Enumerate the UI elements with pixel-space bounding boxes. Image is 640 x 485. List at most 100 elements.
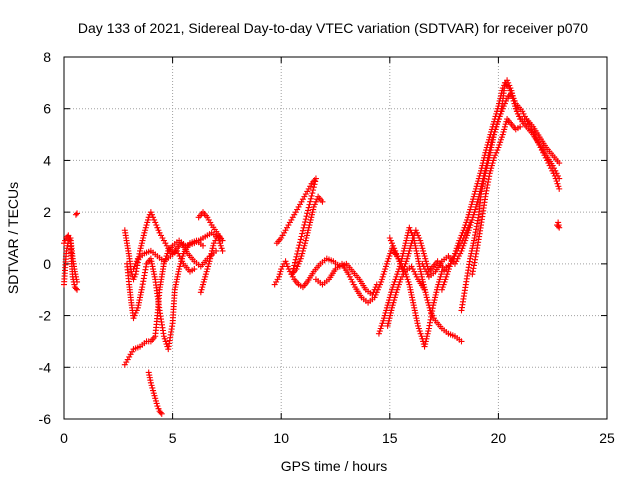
data-point-marker bbox=[387, 291, 394, 298]
data-point-marker bbox=[130, 315, 137, 322]
series-s6 bbox=[123, 237, 207, 353]
data-point-marker bbox=[430, 299, 437, 306]
data-point-marker bbox=[312, 175, 319, 182]
data-point-marker bbox=[412, 271, 419, 278]
data-point-marker bbox=[312, 178, 319, 185]
data-point-marker bbox=[486, 170, 493, 177]
data-point-marker bbox=[279, 263, 286, 270]
data-point-marker bbox=[546, 162, 553, 169]
data-point-marker bbox=[506, 82, 513, 89]
data-point-marker bbox=[277, 268, 284, 275]
data-point-marker bbox=[372, 291, 379, 298]
data-point-marker bbox=[297, 239, 304, 246]
data-point-marker bbox=[500, 103, 507, 110]
data-point-marker bbox=[386, 315, 393, 322]
data-point-marker bbox=[303, 213, 310, 220]
data-point-marker bbox=[497, 110, 504, 117]
data-point-marker bbox=[302, 240, 309, 247]
data-point-marker bbox=[386, 235, 393, 241]
data-point-marker bbox=[397, 276, 404, 283]
data-point-marker bbox=[393, 273, 400, 280]
data-point-marker bbox=[477, 170, 484, 177]
data-point-marker bbox=[124, 356, 131, 363]
data-point-marker bbox=[421, 286, 428, 293]
series-s2 bbox=[61, 232, 81, 293]
data-point-marker bbox=[305, 185, 312, 192]
data-point-marker bbox=[381, 312, 388, 319]
data-point-marker bbox=[154, 403, 161, 410]
data-point-marker bbox=[405, 278, 412, 285]
x-tick-label: 25 bbox=[599, 430, 615, 446]
data-point-marker bbox=[162, 240, 169, 247]
data-point-marker bbox=[416, 235, 423, 241]
data-point-marker bbox=[303, 235, 310, 241]
data-point-marker bbox=[155, 405, 162, 412]
data-point-marker bbox=[151, 216, 158, 223]
data-point-marker bbox=[389, 284, 396, 291]
data-point-marker bbox=[501, 100, 508, 107]
data-point-marker bbox=[387, 250, 394, 257]
data-point-marker bbox=[286, 219, 293, 226]
data-point-marker bbox=[463, 235, 470, 241]
data-point-marker bbox=[497, 92, 504, 99]
data-point-marker bbox=[394, 253, 401, 260]
data-point-marker bbox=[529, 128, 536, 135]
data-point-marker bbox=[493, 123, 500, 130]
data-point-marker bbox=[147, 209, 154, 216]
data-point-marker bbox=[299, 247, 306, 254]
data-point-marker bbox=[465, 227, 472, 234]
data-point-marker bbox=[383, 260, 390, 267]
data-point-marker bbox=[508, 90, 515, 97]
data-point-marker bbox=[380, 271, 387, 278]
x-tick-label: 10 bbox=[273, 430, 289, 446]
data-point-marker bbox=[388, 240, 395, 247]
x-tick-label: 15 bbox=[382, 430, 398, 446]
data-point-marker bbox=[319, 198, 326, 205]
data-point-marker bbox=[407, 227, 414, 234]
data-point-marker bbox=[65, 232, 72, 239]
data-point-marker bbox=[378, 276, 385, 283]
data-point-marker bbox=[440, 281, 447, 288]
data-point-marker bbox=[304, 188, 311, 195]
data-point-marker bbox=[466, 224, 473, 231]
data-point-marker bbox=[423, 294, 430, 301]
data-point-marker bbox=[138, 242, 145, 249]
data-point-marker bbox=[291, 262, 298, 269]
data-point-marker bbox=[475, 178, 482, 185]
series-s14 bbox=[384, 266, 450, 350]
data-point-marker bbox=[423, 291, 430, 298]
data-point-marker bbox=[417, 240, 424, 247]
data-point-marker bbox=[139, 237, 146, 244]
axis-ticks bbox=[63, 56, 608, 420]
data-point-marker bbox=[400, 250, 407, 257]
data-point-marker bbox=[490, 157, 497, 164]
data-point-marker bbox=[385, 255, 392, 262]
data-point-marker bbox=[151, 392, 158, 399]
data-point-marker bbox=[392, 247, 399, 254]
data-point-marker bbox=[294, 250, 301, 257]
data-point-marker bbox=[423, 268, 430, 275]
data-point-marker bbox=[374, 286, 381, 293]
data-point-marker bbox=[157, 409, 164, 416]
data-point-marker bbox=[467, 203, 474, 210]
data-point-marker bbox=[412, 227, 419, 234]
data-point-marker bbox=[292, 256, 299, 263]
series-s11 bbox=[273, 175, 326, 278]
data-point-marker bbox=[457, 250, 464, 257]
data-point-marker bbox=[537, 144, 544, 151]
data-point-marker bbox=[552, 175, 559, 182]
data-point-marker bbox=[154, 224, 161, 231]
data-point-marker bbox=[488, 165, 495, 172]
data-point-marker bbox=[499, 131, 506, 138]
data-point-marker bbox=[209, 245, 216, 252]
data-point-marker bbox=[413, 273, 420, 280]
data-point-marker bbox=[402, 271, 409, 278]
data-point-marker bbox=[382, 309, 389, 316]
data-point-marker bbox=[407, 242, 414, 249]
x-tick-labels: 0 5 10 15 20 25 bbox=[60, 430, 615, 446]
data-point-marker bbox=[433, 289, 440, 296]
data-point-marker bbox=[422, 338, 429, 345]
data-point-marker bbox=[399, 268, 406, 275]
data-point-marker bbox=[62, 237, 69, 244]
series-s20 bbox=[554, 219, 563, 231]
